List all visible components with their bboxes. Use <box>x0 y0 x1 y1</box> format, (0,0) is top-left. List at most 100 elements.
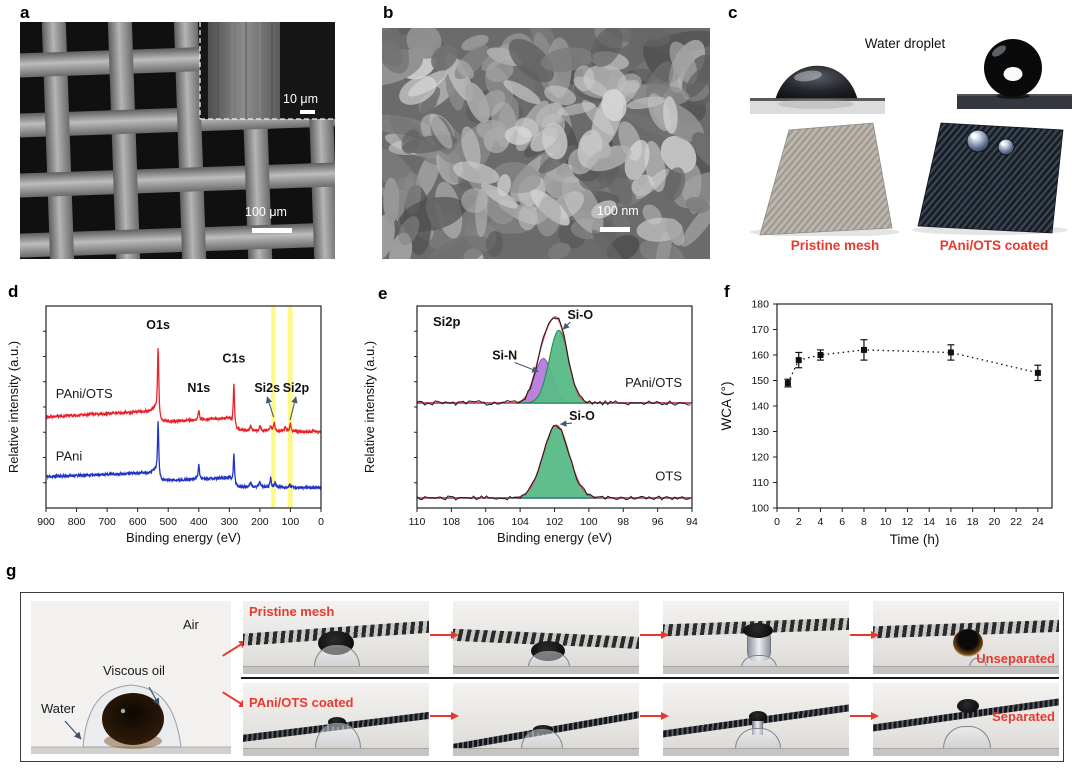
svg-text:140: 140 <box>751 401 769 413</box>
pristine-droplet-photo <box>750 65 885 114</box>
svg-text:22: 22 <box>1010 516 1022 528</box>
panel-a-scalebar <box>252 228 292 233</box>
sequence-arrow <box>850 630 879 639</box>
svg-text:6: 6 <box>839 516 845 528</box>
svg-text:Si-O: Si-O <box>567 308 593 322</box>
svg-text:Time (h): Time (h) <box>890 532 940 547</box>
pristine-mesh-row-label: Pristine mesh <box>249 604 335 619</box>
coated-sequence-frame-4: Separated <box>873 683 1059 756</box>
coated-sequence-frame-1: PAni/OTS coated <box>243 683 429 756</box>
sequence-arrow <box>430 630 459 639</box>
wca-time-plot: 0 2 4 6 8 10 12 14 16 18 20 22 241001101201301401501… <box>719 299 1053 547</box>
panel-b-scalebar <box>600 227 630 232</box>
coated-mesh-caption: PAni/OTS coated <box>939 238 1049 253</box>
svg-text:180: 180 <box>751 299 769 311</box>
xps-survey-plot: PAni PAni/OTS O1s N1s C1s Si2s Si2p 900 800 700 60… <box>6 305 324 545</box>
panel-b-letter: b <box>383 3 394 22</box>
svg-text:98: 98 <box>617 516 629 528</box>
svg-text:150: 150 <box>751 375 769 387</box>
svg-text:20: 20 <box>989 516 1001 528</box>
pristine-mesh-swatch <box>759 122 893 236</box>
panel-f-letter: f <box>724 282 730 301</box>
sequence-arrow <box>640 630 669 639</box>
svg-text:130: 130 <box>751 426 769 438</box>
svg-text:14: 14 <box>923 516 935 528</box>
sem-mesh-graphic <box>20 22 335 259</box>
svg-text:Binding energy (eV): Binding energy (eV) <box>497 530 612 545</box>
svg-text:96: 96 <box>652 516 664 528</box>
svg-text:100: 100 <box>751 503 769 515</box>
svg-text:Si2p: Si2p <box>433 314 461 329</box>
svg-text:Relative intensity (a.u.): Relative intensity (a.u.) <box>362 341 377 473</box>
sem-nano-graphic <box>382 28 710 259</box>
svg-text:Relative intensity (a.u.): Relative intensity (a.u.) <box>6 341 21 473</box>
panel-e-letter: e <box>378 284 388 303</box>
row-divider <box>241 677 1059 679</box>
svg-text:100: 100 <box>282 516 300 528</box>
sequence-arrow <box>850 711 879 720</box>
svg-text:110: 110 <box>752 477 769 489</box>
svg-text:600: 600 <box>129 516 147 528</box>
svg-text:12: 12 <box>902 516 914 528</box>
svg-text:N1s: N1s <box>187 381 210 395</box>
svg-text:8: 8 <box>861 516 867 528</box>
panel-a-inset-scalebar-label: 10 μm <box>283 92 318 106</box>
svg-text:94: 94 <box>686 516 698 528</box>
oil-droplet-graphic <box>31 601 231 754</box>
mesh-swatches-photo <box>750 122 1068 236</box>
pristine-mesh-caption: Pristine mesh <box>790 238 880 253</box>
panel-d-xps-survey-chart: PAni PAni/OTS O1s N1s C1s Si2s Si2p 900 800 700 60… <box>6 292 351 560</box>
panel-b-sem-nano-image: 100 nm <box>382 28 710 259</box>
sequence-arrow <box>640 711 669 720</box>
svg-text:900: 900 <box>37 516 55 528</box>
coated-sequence-frame-3 <box>663 683 849 756</box>
svg-text:102: 102 <box>546 516 564 528</box>
svg-text:110: 110 <box>409 516 426 528</box>
water-drop-on-mesh <box>997 138 1015 156</box>
svg-text:24: 24 <box>1032 516 1044 528</box>
panel-a-letter: a <box>20 3 30 22</box>
svg-text:PAni/OTS: PAni/OTS <box>56 386 113 401</box>
svg-text:0: 0 <box>318 516 324 528</box>
panel-c-photos: Water droplet <box>745 28 1075 270</box>
svg-text:16: 16 <box>945 516 957 528</box>
panel-a-scalebar-label: 100 μm <box>245 205 287 219</box>
pristine-sequence-frame-3 <box>663 601 849 674</box>
svg-text:Si-N: Si-N <box>492 349 517 363</box>
svg-text:OTS: OTS <box>655 469 682 484</box>
svg-text:Si2s: Si2s <box>254 381 280 395</box>
panel-e-si2p-chart: PAni/OTS Si-N Si-O OTS Si-O 110 108 106 104 102 10… <box>360 292 705 560</box>
air-label: Air <box>183 617 199 632</box>
svg-text:700: 700 <box>98 516 116 528</box>
svg-text:10: 10 <box>880 516 892 528</box>
pristine-sequence-frame-1: Pristine mesh <box>243 601 429 674</box>
svg-text:Si2p: Si2p <box>283 381 310 395</box>
panel-g-sequence: Air Viscous oil Water Pristine mesh <box>20 592 1064 762</box>
svg-text:C1s: C1s <box>222 352 245 366</box>
svg-text:108: 108 <box>443 516 461 528</box>
panel-g-letter: g <box>6 561 17 580</box>
separated-label: Separated <box>992 709 1055 724</box>
coated-droplet-photo <box>957 39 1072 109</box>
svg-text:4: 4 <box>818 516 824 528</box>
panel-d-letter: d <box>8 282 19 301</box>
svg-text:Binding energy (eV): Binding energy (eV) <box>126 530 241 545</box>
svg-text:100: 100 <box>580 516 598 528</box>
water-droplet-heading: Water droplet <box>864 36 946 51</box>
svg-text:160: 160 <box>751 350 769 362</box>
svg-text:2: 2 <box>796 516 802 528</box>
panel-a-inset-scalebar <box>300 110 315 114</box>
svg-text:104: 104 <box>511 516 529 528</box>
svg-text:106: 106 <box>477 516 495 528</box>
svg-text:O1s: O1s <box>146 318 170 332</box>
svg-text:170: 170 <box>751 324 769 336</box>
svg-text:PAni: PAni <box>56 449 83 464</box>
panel-c-letter: c <box>728 3 738 22</box>
svg-text:Si-O: Si-O <box>569 409 595 423</box>
pristine-sequence-frame-2 <box>453 601 639 674</box>
svg-text:120: 120 <box>751 452 769 464</box>
sem-inset-image <box>199 22 335 120</box>
oil-droplet-scene: Air Viscous oil Water <box>31 601 231 754</box>
coated-mesh-row-label: PAni/OTS coated <box>249 695 354 710</box>
panel-b-scalebar-label: 100 nm <box>597 204 639 218</box>
